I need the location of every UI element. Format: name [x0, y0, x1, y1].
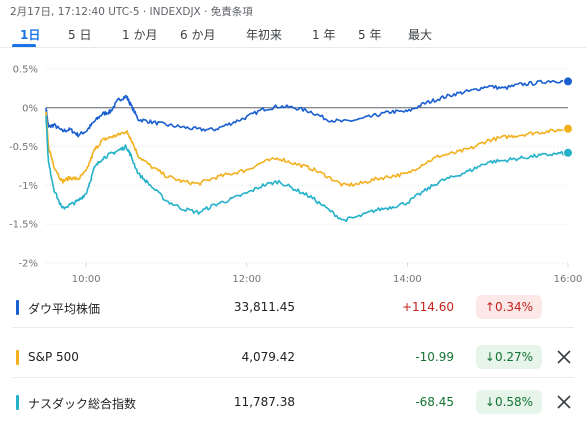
x-tick-label: 14:00 — [393, 274, 422, 285]
series-line — [45, 111, 569, 187]
tab-ytd[interactable]: 年初来 — [246, 28, 283, 42]
close-icon[interactable] — [553, 346, 575, 368]
chart-series — [45, 76, 573, 223]
series-end-dot — [563, 123, 573, 134]
index-price: 4,079.42 — [241, 350, 295, 364]
index-change: -10.99 — [415, 350, 454, 364]
series-line — [45, 79, 569, 138]
active-tab-indicator — [12, 44, 36, 47]
series-end-dot — [563, 76, 573, 87]
y-tick-label: -0.5% — [9, 142, 38, 153]
y-tick-label: 0.5% — [13, 65, 38, 76]
row-divider — [12, 377, 574, 378]
index-percent-badge: ↓0.58% — [476, 390, 542, 414]
y-tick-label: -2% — [19, 259, 38, 270]
chart-grid — [46, 68, 569, 267]
index-price: 11,787.38 — [233, 395, 295, 409]
y-tick-label: 0% — [22, 103, 38, 114]
x-tick-label: 10:00 — [72, 274, 101, 285]
index-change: +114.60 — [401, 300, 454, 314]
tab-6m[interactable]: 6 か月 — [180, 28, 216, 42]
tab-5d[interactable]: 5 日 — [68, 28, 92, 42]
index-name: ダウ平均株価 — [28, 302, 101, 316]
tab-5y[interactable]: 5 年 — [358, 28, 382, 42]
close-icon[interactable] — [553, 391, 575, 413]
tab-max[interactable]: 最大 — [408, 28, 433, 42]
index-percent-badge: ↑0.34% — [476, 295, 542, 319]
series-color-marker — [16, 350, 19, 365]
series-end-dot — [563, 147, 573, 158]
row-divider — [12, 327, 574, 328]
series-line — [45, 115, 569, 223]
index-name: S&P 500 — [28, 350, 79, 364]
x-tick-label: 16:00 — [554, 274, 583, 285]
y-tick-label: -1.5% — [9, 220, 38, 231]
tab-1d[interactable]: 1日 — [20, 28, 41, 42]
tabs-divider — [0, 47, 586, 48]
index-change: -68.45 — [415, 395, 454, 409]
index-percent-badge: ↓0.27% — [476, 345, 542, 369]
index-row-dow[interactable]: ダウ平均株価 33,811.45 +114.60 ↑0.34% — [0, 288, 586, 328]
index-name: ナスダック総合指数 — [28, 397, 137, 411]
x-tick-label: 12:00 — [232, 274, 261, 285]
y-tick-label: -1% — [19, 181, 38, 192]
index-price: 33,811.45 — [233, 300, 295, 314]
series-color-marker — [16, 300, 19, 315]
tab-1y[interactable]: 1 年 — [312, 28, 336, 42]
series-color-marker — [16, 395, 19, 410]
tab-1m[interactable]: 1 か月 — [122, 28, 158, 42]
index-row-sp500[interactable]: S&P 500 4,079.42 -10.99 ↓0.27% — [0, 338, 586, 378]
index-chart[interactable]: 0.5% 0% -0.5% -1% -1.5% -2% 10:00 12:00 14:00 16:… — [0, 50, 586, 286]
chart-axis-labels: 0.5% 0% -0.5% -1% -1.5% -2% 10:00 12:00 14:00 16:… — [9, 65, 582, 286]
index-row-nasdaq[interactable]: ナスダック総合指数 11,787.38 -68.45 ↓0.58% — [0, 383, 586, 423]
timestamp-disclaimer: 2月17日, 17:12:40 UTC-5 · INDEXDJX · 免責条項 — [10, 6, 253, 18]
